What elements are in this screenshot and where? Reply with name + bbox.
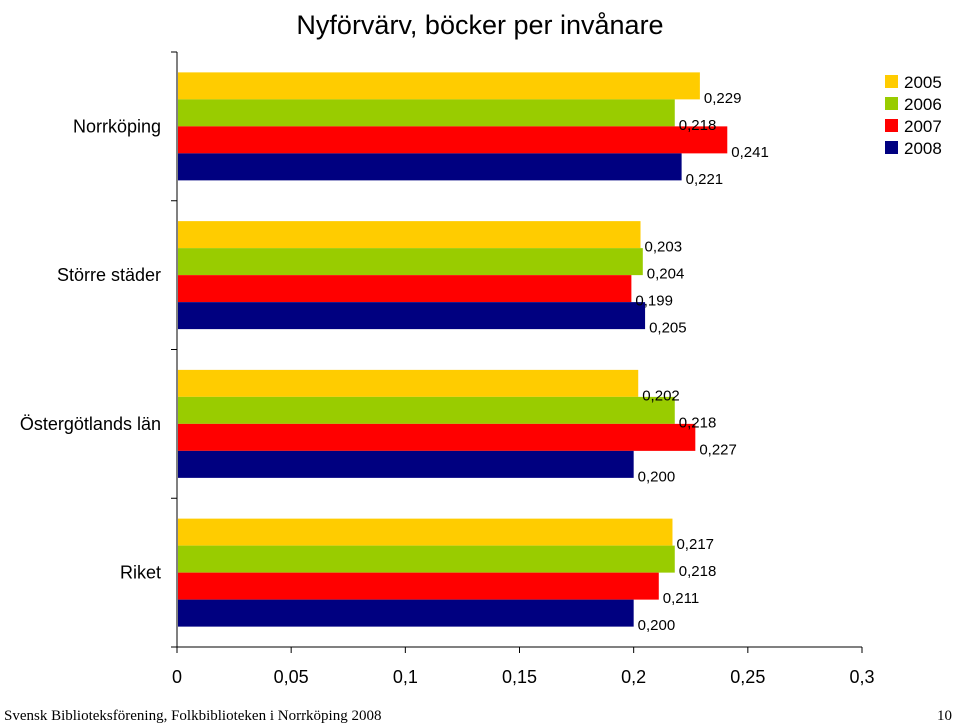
x-tick-label: 0,05 <box>274 667 309 687</box>
data-label: 0,217 <box>676 536 714 553</box>
chart-axes: 0 0,05 0,1 0,15 0,2 0,25 0,3 <box>171 51 875 687</box>
bar <box>178 126 728 154</box>
bar <box>178 248 643 276</box>
bar <box>178 221 641 249</box>
x-tick-label: 0,3 <box>849 667 874 687</box>
category-label: Norrköping <box>73 116 161 136</box>
footer-source: Svensk Biblioteksförening, Folkbibliotek… <box>4 708 382 724</box>
data-label: 0,202 <box>642 387 680 404</box>
data-label: 0,211 <box>663 590 699 607</box>
data-label: 0,218 <box>679 117 717 134</box>
data-label: 0,221 <box>686 171 724 188</box>
chart-title: Nyförvärv, böcker per invånare <box>296 10 664 40</box>
data-label: 0,241 <box>731 144 769 161</box>
bar <box>178 423 696 451</box>
legend-swatch <box>885 97 898 110</box>
legend-label: 2006 <box>904 95 942 114</box>
bar <box>178 518 673 546</box>
data-label: 0,205 <box>649 320 687 337</box>
legend-label: 2008 <box>904 139 942 158</box>
bar <box>178 72 700 100</box>
category-label: Östergötlands län <box>20 414 161 434</box>
data-label: 0,218 <box>679 563 717 580</box>
bar <box>178 545 675 573</box>
legend-swatch <box>885 119 898 132</box>
x-tick-label: 0,2 <box>621 667 646 687</box>
bar <box>178 396 675 424</box>
legend-swatch <box>885 75 898 88</box>
x-tick-label: 0,25 <box>730 667 765 687</box>
x-tick-label: 0,15 <box>502 667 537 687</box>
data-label: 0,227 <box>699 441 737 458</box>
data-label: 0,199 <box>635 293 673 310</box>
page-number: 10 <box>937 708 952 724</box>
bar <box>178 99 675 127</box>
x-tick-label: 0,1 <box>393 667 418 687</box>
bar <box>178 153 682 181</box>
data-label: 0,204 <box>647 266 685 283</box>
bar <box>178 450 634 478</box>
data-label: 0,200 <box>638 468 676 485</box>
category-label: Riket <box>120 563 161 583</box>
bar <box>178 302 646 330</box>
x-tick-label: 0 <box>172 667 182 687</box>
bar <box>178 275 632 303</box>
legend-swatch <box>885 141 898 154</box>
legend-label: 2007 <box>904 117 942 136</box>
category-label: Större städer <box>57 265 161 285</box>
bar-chart: 0 0,05 0,1 0,15 0,2 0,25 0,3 Norrköping 0,229 0,… <box>20 51 942 687</box>
bar <box>178 369 639 397</box>
chart-labels: Norrköping 0,229 0,218 0,241 0,221 Större stä… <box>20 90 769 634</box>
data-label: 0,229 <box>704 90 742 107</box>
data-label: 0,218 <box>679 414 717 431</box>
chart-bars <box>178 72 728 627</box>
bar <box>178 572 659 600</box>
bar <box>178 599 634 627</box>
chart-legend: 2005 2006 2007 2008 <box>885 73 942 158</box>
data-label: 0,203 <box>645 239 683 256</box>
data-label: 0,200 <box>638 617 676 634</box>
legend-label: 2005 <box>904 73 942 92</box>
